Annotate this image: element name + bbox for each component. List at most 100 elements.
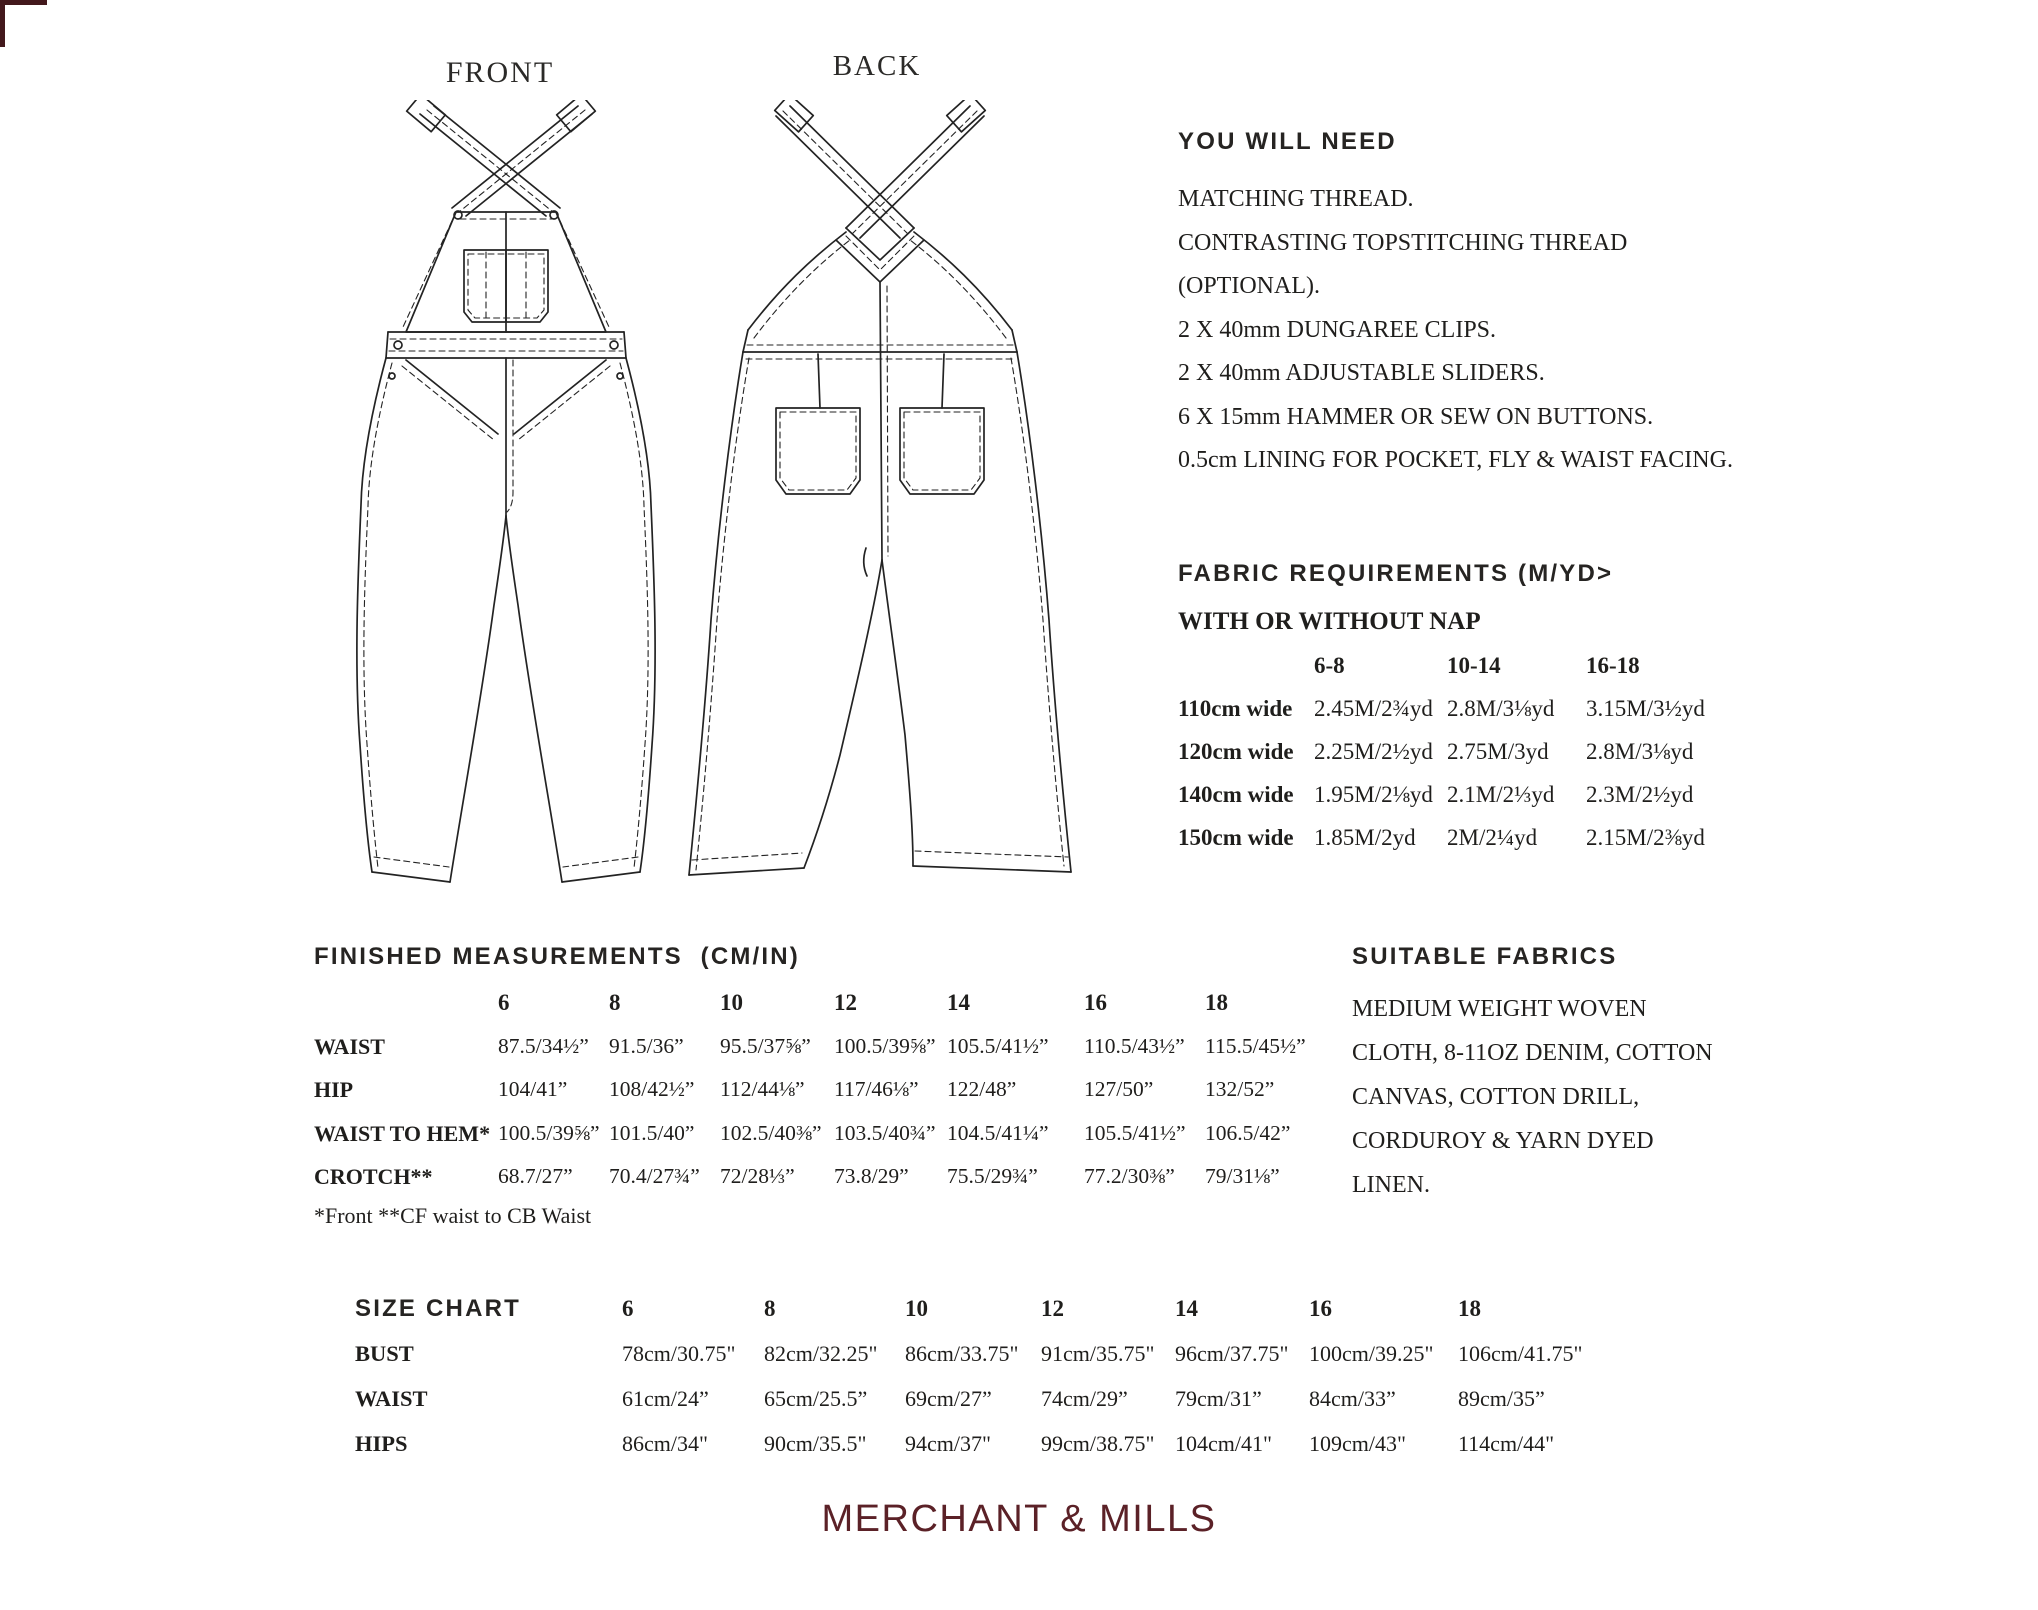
measurement-value: 104/41” [498, 1077, 568, 1101]
yardage-value: 3.15M/3½yd [1586, 696, 1705, 721]
measurement-label: WAIST [314, 1033, 385, 1059]
yardage-value: 1.95M/2⅛yd [1314, 782, 1433, 807]
size-header: 18 [1205, 990, 1228, 1015]
measurement-value: 101.5/40” [609, 1120, 695, 1145]
brand-logotype: MERCHANT & MILLS [821, 1498, 1217, 1540]
list-item: MATCHING THREAD. [1178, 186, 1414, 212]
fabric-line: MEDIUM WEIGHT WOVEN [1352, 996, 1647, 1022]
body-measure-value: 78cm/30.75" [622, 1341, 736, 1366]
suitable-fabrics-section: SUITABLE FABRICS MEDIUM WEIGHT WOVEN CLO… [1352, 943, 1792, 1207]
fabric-requirements-heading: FABRIC REQUIREMENTS (M/YD> [1178, 560, 1614, 587]
measurements-footnote: *Front **CF waist to CB Waist [314, 1202, 592, 1228]
you-will-need-heading: YOU WILL NEED [1178, 128, 1397, 155]
measurement-value: 104.5/41¼” [947, 1120, 1049, 1145]
list-item: 0.5cm LINING FOR POCKET, FLY & WAIST FAC… [1178, 447, 1733, 473]
measurement-value: 102.5/40⅜” [720, 1120, 822, 1145]
list-item: 6 X 15mm HAMMER OR SEW ON BUTTONS. [1178, 403, 1654, 430]
yardage-value: 2.15M/2⅜yd [1586, 825, 1705, 850]
finished-measurements-section: FINISHED MEASUREMENTS (CM/IN) 6 8 10 12 … [314, 943, 1354, 1229]
yardage-value: 2.25M/2½yd [1314, 739, 1433, 764]
suitable-fabrics-text: MEDIUM WEIGHT WOVEN CLOTH, 8-11OZ DENIM,… [1352, 987, 1792, 1207]
fabric-line: CLOTH, 8-11OZ DENIM, COTTON [1352, 1040, 1713, 1066]
yardage-value: 2.3M/2½yd [1586, 782, 1694, 807]
size-header: 14 [1175, 1296, 1198, 1321]
list-item: 2 X 40mm DUNGAREE CLIPS. [1178, 316, 1497, 343]
front-view-label: FRONT [445, 56, 555, 89]
body-measure-value: 104cm/41" [1175, 1431, 1272, 1456]
measurement-value: 112/44⅛” [720, 1077, 805, 1101]
dungarees-front-drawing [356, 100, 656, 883]
size-header: 18 [1458, 1296, 1481, 1321]
yardage-value: 2.75M/3yd [1447, 739, 1549, 764]
measurement-value: 122/48” [947, 1077, 1017, 1101]
finished-measurements-table: 6 8 10 12 14 16 18 WAIST 87.5/34½” 91.5/… [314, 981, 1354, 1199]
back-topstitch-lines [691, 110, 1069, 871]
measurement-value: 106.5/42” [1205, 1120, 1291, 1145]
measurement-value: 75.5/29¾” [947, 1164, 1038, 1188]
body-measure-value: 90cm/35.5" [764, 1431, 867, 1456]
body-measure-label: BUST [355, 1341, 414, 1366]
corner-registration-mark [0, 0, 47, 47]
fabric-requirements-section: FABRIC REQUIREMENTS (M/YD> WITH OR WITHO… [1178, 560, 1798, 859]
body-measure-value: 100cm/39.25" [1309, 1341, 1434, 1366]
measurement-value: 105.5/41½” [1084, 1120, 1186, 1145]
you-will-need-list: MATCHING THREAD. CONTRASTING TOPSTITCHIN… [1178, 178, 1798, 483]
size-header: 10 [720, 990, 743, 1015]
size-range-header: 16-18 [1586, 653, 1640, 678]
size-header: 12 [834, 990, 857, 1015]
body-measure-value: 65cm/25.5” [764, 1386, 868, 1411]
back-solid-lines [688, 100, 1072, 876]
measurement-value: 79/31⅛” [1205, 1164, 1280, 1188]
yardage-value: 2.8M/3⅛yd [1447, 696, 1555, 721]
measurement-value: 132/52” [1205, 1077, 1275, 1101]
size-chart-heading: SIZE CHART [355, 1295, 521, 1322]
you-will-need-section: YOU WILL NEED MATCHING THREAD. CONTRASTI… [1178, 128, 1798, 483]
size-chart-table: SIZE CHART 6 8 10 12 14 16 18 BUST 78cm/… [355, 1286, 1755, 1466]
yardage-value: 2.45M/2¾yd [1314, 696, 1433, 721]
body-measure-value: 84cm/33” [1309, 1386, 1396, 1411]
size-header: 16 [1309, 1296, 1332, 1321]
measurement-value: 91.5/36” [609, 1033, 684, 1058]
measurement-value: 103.5/40¾” [834, 1120, 936, 1145]
size-header: 6 [498, 990, 510, 1015]
fabric-requirements-table: 6-8 10-14 16-18 110cm wide 2.45M/2¾yd 2.… [1178, 644, 1798, 859]
body-measure-value: 82cm/32.25" [764, 1341, 878, 1366]
yardage-value: 1.85M/2yd [1314, 825, 1416, 850]
dungarees-back-drawing [688, 100, 1072, 876]
body-measure-label: HIPS [355, 1431, 408, 1456]
fabric-width-label: 150cm wide [1178, 825, 1294, 850]
fabric-width-label: 140cm wide [1178, 782, 1294, 807]
size-header: 6 [622, 1296, 634, 1321]
size-chart-section: SIZE CHART 6 8 10 12 14 16 18 BUST 78cm/… [355, 1286, 1755, 1466]
size-header: 16 [1084, 990, 1107, 1015]
measurement-value: 87.5/34½” [498, 1033, 589, 1058]
measurement-value: 108/42½” [609, 1077, 695, 1101]
measurement-value: 100.5/39⅝” [834, 1033, 936, 1058]
list-item: (OPTIONAL). [1178, 273, 1320, 299]
measurement-value: 73.8/29” [834, 1164, 909, 1188]
finished-measurements-heading: FINISHED MEASUREMENTS (CM/IN) [314, 943, 800, 970]
list-item: CONTRASTING TOPSTITCHING THREAD [1178, 229, 1628, 256]
measurement-value: 72/28⅓” [720, 1164, 795, 1188]
size-header: 12 [1041, 1296, 1064, 1321]
nap-subheading: WITH OR WITHOUT NAP [1178, 608, 1481, 635]
fabric-line: CANVAS, COTTON DRILL, [1352, 1084, 1640, 1110]
suitable-fabrics-heading: SUITABLE FABRICS [1352, 943, 1618, 970]
yardage-value: 2.1M/2⅓yd [1447, 782, 1555, 807]
size-header: 10 [905, 1296, 928, 1321]
yardage-value: 2M/2¼yd [1447, 825, 1538, 850]
body-measure-label: WAIST [355, 1386, 428, 1411]
body-measure-value: 79cm/31” [1175, 1386, 1262, 1411]
measurement-value: 100.5/39⅝” [498, 1120, 600, 1145]
body-measure-value: 94cm/37" [905, 1431, 991, 1456]
measurement-value: 115.5/45½” [1205, 1033, 1306, 1058]
back-view-label: BACK [832, 50, 922, 82]
body-measure-value: 91cm/35.75" [1041, 1341, 1155, 1366]
body-measure-value: 106cm/41.75" [1458, 1341, 1583, 1366]
body-measure-value: 96cm/37.75" [1175, 1341, 1289, 1366]
yardage-value: 2.8M/3⅛yd [1586, 739, 1694, 764]
measurement-value: 110.5/43½” [1084, 1033, 1185, 1058]
size-range-header: 6-8 [1314, 653, 1345, 678]
measurement-value: 127/50” [1084, 1077, 1154, 1101]
